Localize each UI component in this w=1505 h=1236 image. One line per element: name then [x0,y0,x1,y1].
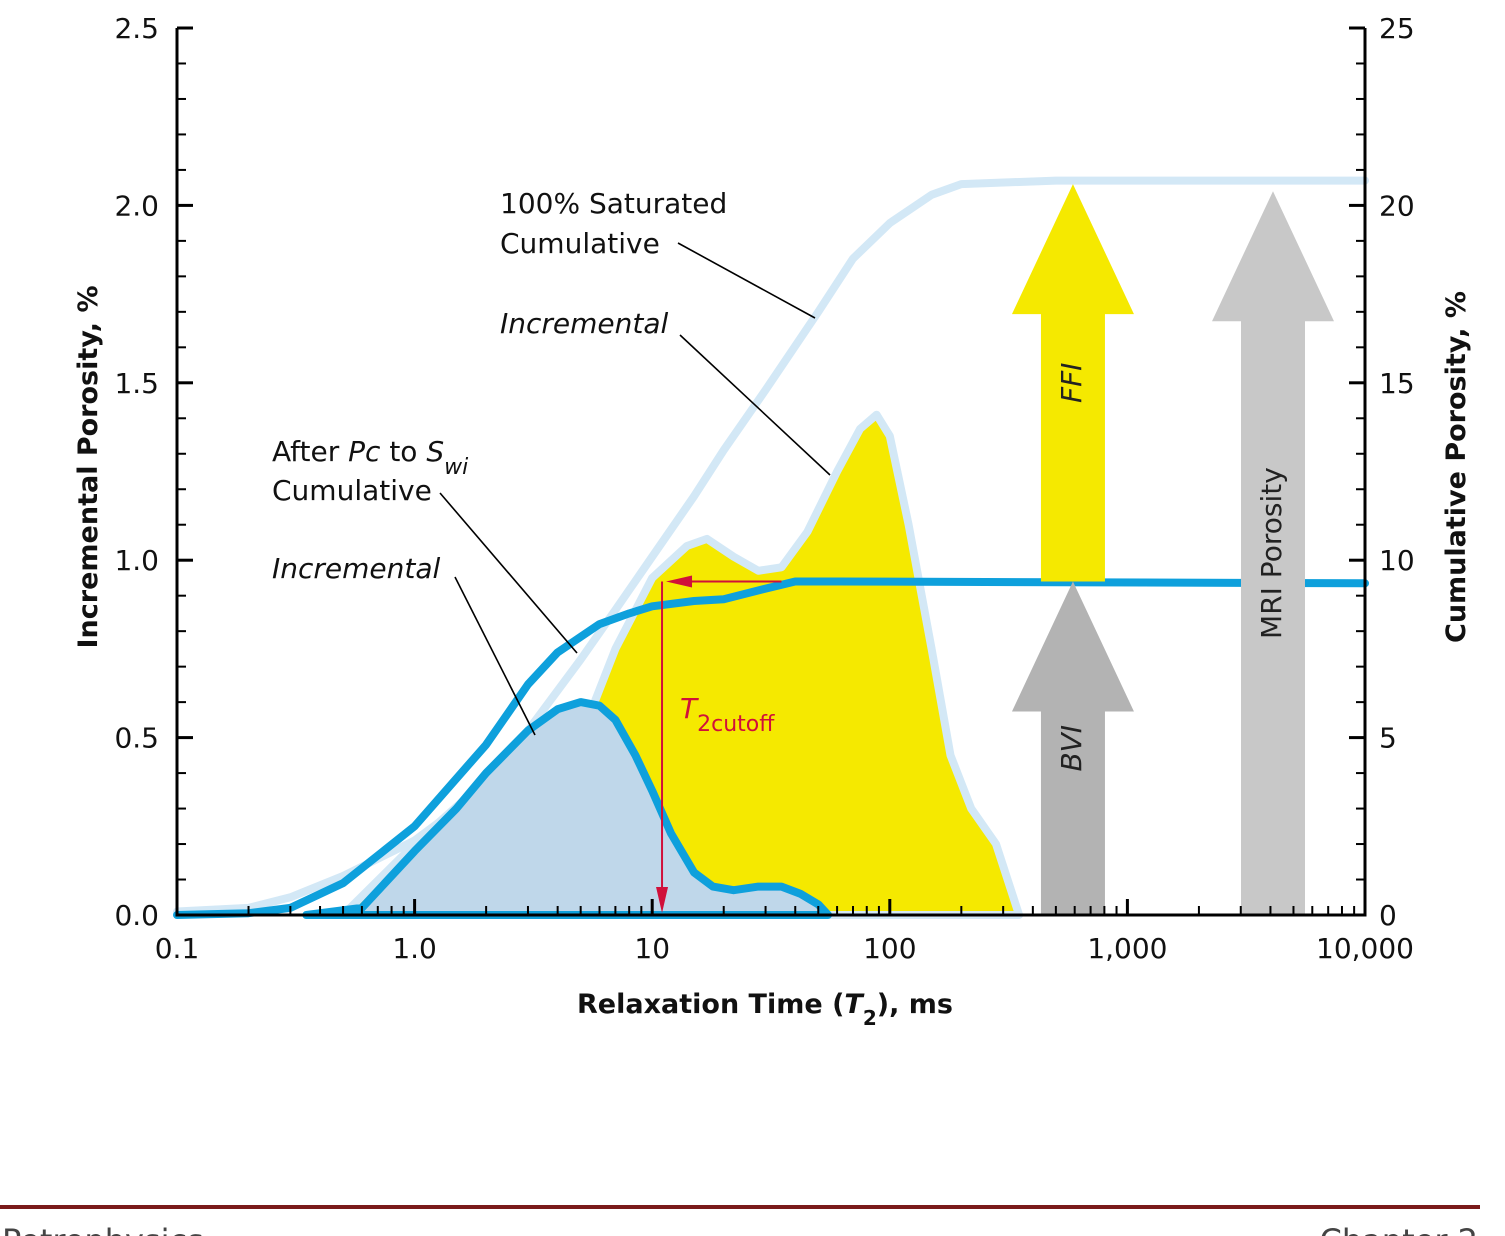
y2-tick-label: 15 [1379,367,1415,400]
axis-frame [175,28,1367,917]
arrow [1011,581,1134,915]
cumulative-line [173,577,1369,919]
arrow-label: BVI [1055,725,1088,772]
cutoff-label: T2cutoff [680,692,775,737]
y-tick-label: 1.0 [114,544,159,577]
footer-right: Chapter 2 [1320,1222,1478,1236]
annotations: 100% Saturated Cumulative Incremental After… [272,187,831,736]
annotation-part: Pc [348,435,381,468]
annotation-part: wi [444,455,468,480]
cutoff-arrowhead [656,887,669,913]
x-label-part: 2 [863,1006,877,1030]
arrow-label: MRI Porosity [1255,467,1288,639]
incremental-area [302,698,833,919]
cutoff-label-part: T [680,692,699,725]
x-tick-label: 10 [634,932,670,965]
x-tick-label: 1,000 [1087,932,1167,965]
annotation: Incremental [500,307,669,340]
y2-tick-label: 0 [1379,899,1397,932]
y-axis-label: Incremental Porosity, % [73,286,104,649]
x-tick-label: 100 [863,932,916,965]
leader-line [677,242,816,319]
x-tick-label: 0.1 [155,932,200,965]
arrow-label: FFI [1055,363,1088,403]
y-tick-label: 0.0 [114,899,159,932]
y2-tick-label: 20 [1379,189,1415,222]
y2-tick-label: 25 [1379,12,1415,45]
y2-axis-label: Cumulative Porosity, % [1441,291,1472,643]
footer-left: Petrophysics [2,1222,204,1236]
y-tick-label: 1.5 [114,367,159,400]
annotation-part: S [426,435,444,468]
y2-tick-label: 10 [1379,544,1415,577]
annotation: After Pc to Swi [272,435,468,480]
annotation: Cumulative [500,227,660,260]
annotation-part: to [380,435,426,468]
cutoff-level-arrowhead [666,575,693,588]
annotation: Cumulative [272,474,432,507]
leader-line [439,492,578,654]
y2-tick-label: 5 [1379,722,1397,755]
leader-line [679,334,831,476]
x-tick-label: 10,000 [1316,932,1414,965]
y-tick-label: 0.5 [114,722,159,755]
annotation: Incremental [272,552,441,585]
y-tick-label: 2.5 [114,12,159,45]
x-axis-label: Relaxation Time (T2), ms [577,989,953,1030]
y-tick-label: 2.0 [114,189,159,222]
leader-line [454,576,536,736]
x-label-part: T [844,989,865,1020]
annotation: 100% Saturated [500,187,727,220]
arrow [1011,184,1134,582]
arrow [1211,191,1334,915]
x-label-part: Relaxation Time ( [577,989,844,1020]
x-label-part: ), ms [877,989,953,1020]
cutoff-label-part: 2cutoff [697,712,775,737]
annotation-part: After [272,435,348,468]
x-tick-label: 1.0 [392,932,437,965]
